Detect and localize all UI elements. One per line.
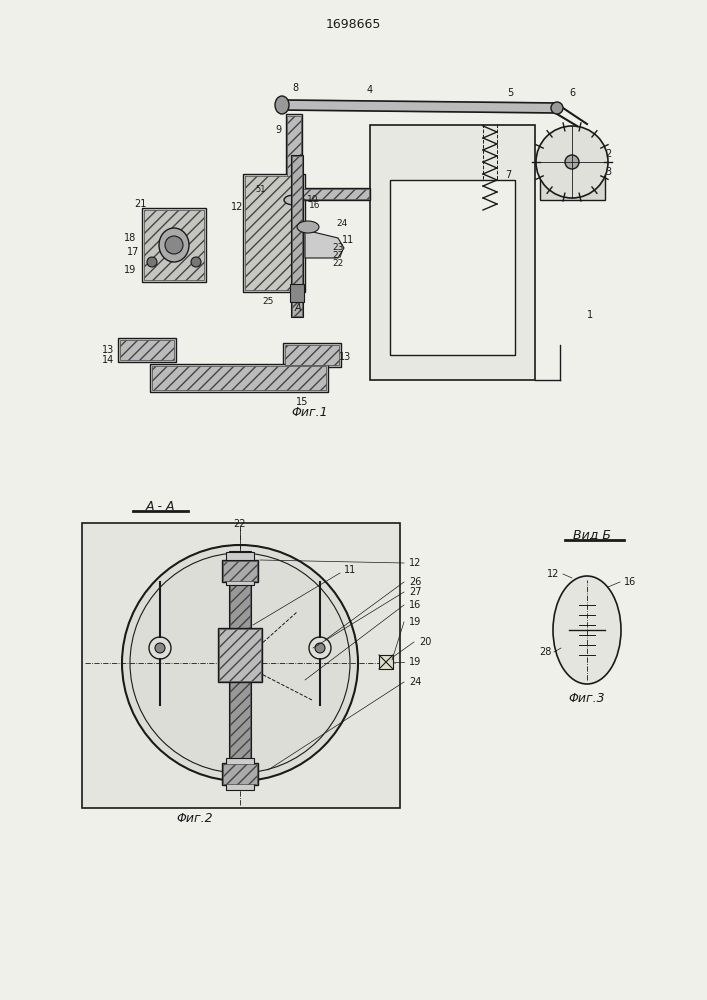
Bar — [226, 552, 254, 560]
Ellipse shape — [297, 221, 319, 233]
Bar — [243, 174, 305, 292]
Bar — [120, 340, 174, 360]
Circle shape — [149, 637, 171, 659]
Text: 18: 18 — [124, 233, 136, 243]
Text: Вид Б: Вид Б — [573, 528, 611, 542]
Bar — [118, 338, 176, 362]
Text: 2: 2 — [605, 149, 611, 159]
Bar — [290, 284, 304, 302]
Text: Φиг.1: Φиг.1 — [292, 406, 328, 418]
Circle shape — [165, 236, 183, 254]
Text: 15: 15 — [296, 397, 308, 407]
Text: 7: 7 — [505, 170, 511, 180]
Bar — [370, 125, 535, 380]
Text: 22: 22 — [332, 259, 344, 268]
Text: 12: 12 — [409, 558, 421, 568]
Ellipse shape — [284, 195, 304, 205]
Text: 8: 8 — [292, 83, 298, 93]
Bar — [150, 364, 328, 392]
Ellipse shape — [275, 96, 289, 114]
Bar — [142, 208, 206, 282]
Text: 14: 14 — [102, 355, 114, 365]
Bar — [291, 155, 303, 317]
Ellipse shape — [553, 576, 621, 684]
Circle shape — [309, 637, 331, 659]
Text: 11: 11 — [344, 565, 356, 575]
Text: 28: 28 — [539, 647, 551, 657]
Bar — [285, 345, 339, 365]
Bar — [82, 523, 400, 808]
Bar — [229, 551, 251, 775]
Bar — [230, 552, 250, 774]
Bar — [222, 763, 258, 785]
Text: 5: 5 — [507, 88, 513, 98]
Text: 22: 22 — [234, 519, 246, 529]
Text: 16: 16 — [409, 600, 421, 610]
Text: 19: 19 — [409, 617, 421, 627]
Circle shape — [191, 257, 201, 267]
Text: A: A — [295, 303, 301, 313]
Text: A - A: A - A — [145, 499, 175, 512]
Ellipse shape — [551, 102, 563, 114]
Bar — [287, 116, 301, 190]
Bar — [144, 210, 204, 280]
Text: 11: 11 — [342, 235, 354, 245]
Bar — [292, 156, 302, 316]
Text: 19: 19 — [124, 265, 136, 275]
Circle shape — [155, 643, 165, 653]
Text: 23: 23 — [332, 243, 344, 252]
Bar — [218, 628, 262, 682]
Bar — [245, 176, 303, 290]
Bar — [152, 366, 326, 390]
Text: 27: 27 — [409, 587, 421, 597]
Polygon shape — [280, 100, 558, 113]
Circle shape — [147, 257, 157, 267]
Text: 4: 4 — [367, 85, 373, 95]
Text: 12: 12 — [547, 569, 559, 579]
Text: 27: 27 — [332, 251, 344, 260]
Text: 1: 1 — [587, 310, 593, 320]
Bar — [288, 188, 370, 200]
Circle shape — [565, 155, 579, 169]
Bar — [286, 114, 302, 192]
Bar — [226, 782, 254, 790]
Polygon shape — [305, 230, 344, 258]
Text: 16: 16 — [624, 577, 636, 587]
Text: Φиг.3: Φиг.3 — [568, 692, 605, 704]
Circle shape — [315, 643, 325, 653]
Text: 13: 13 — [339, 352, 351, 362]
Text: 3: 3 — [605, 167, 611, 177]
Text: 12: 12 — [230, 202, 243, 212]
Text: 24: 24 — [409, 677, 421, 687]
Text: 10: 10 — [308, 196, 319, 205]
Bar — [222, 560, 258, 582]
Bar — [223, 561, 257, 581]
Text: 21: 21 — [134, 199, 146, 209]
Text: Φиг.2: Φиг.2 — [177, 812, 214, 824]
Bar — [226, 577, 254, 585]
Text: 20: 20 — [419, 637, 431, 647]
Bar — [283, 343, 341, 367]
Text: 51: 51 — [256, 186, 267, 194]
Bar — [219, 629, 261, 681]
Circle shape — [122, 545, 358, 781]
Text: 16: 16 — [309, 200, 321, 210]
Text: 24: 24 — [337, 220, 348, 229]
Ellipse shape — [159, 228, 189, 262]
Text: 19: 19 — [409, 657, 421, 667]
Bar — [223, 764, 257, 784]
Text: 1698665: 1698665 — [325, 18, 380, 31]
Text: 6: 6 — [569, 88, 575, 98]
Bar — [289, 189, 369, 199]
Text: 9: 9 — [275, 125, 281, 135]
Bar — [379, 655, 393, 669]
Text: 26: 26 — [409, 577, 421, 587]
Circle shape — [536, 126, 608, 198]
Bar — [226, 758, 254, 766]
Bar — [390, 180, 515, 355]
Text: 25: 25 — [262, 298, 274, 306]
Text: 17: 17 — [127, 247, 139, 257]
Bar — [540, 150, 605, 200]
Text: 13: 13 — [102, 345, 114, 355]
